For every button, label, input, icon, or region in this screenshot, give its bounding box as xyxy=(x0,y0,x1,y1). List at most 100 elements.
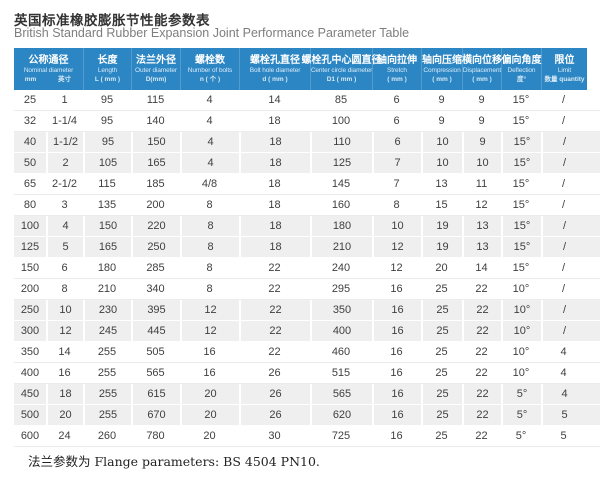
table-cell: / xyxy=(541,153,600,174)
table-cell: 245 xyxy=(83,321,131,342)
table-cell: 16 xyxy=(390,430,403,442)
table-cell: 4 xyxy=(206,115,213,127)
table-cell: 25 xyxy=(435,367,448,379)
table-body: 25 1 95 115 4 14 85 6 9 9 15°/32 1-1/4 95 140 4 18 100 6 9… xyxy=(14,90,600,447)
table-cell: 8 xyxy=(180,216,239,237)
table-row: 200 8 210 340 8 22 295 16 25 22 10° / xyxy=(14,279,600,300)
column-header-en: Bolt hole diameter xyxy=(249,67,301,74)
table-cell: 14 xyxy=(58,346,71,358)
subheader-mm: mm xyxy=(24,76,37,83)
table-cell: 600 xyxy=(20,430,40,442)
column-header-en: Displacement xyxy=(462,67,502,74)
table-cell: / xyxy=(541,237,600,258)
table-cell: / xyxy=(561,115,566,127)
table-row: 65 2-1/2 115 185 4/8 18 145 7 13 11 15° / xyxy=(14,174,600,195)
table-row: 25 1 95 115 4 14 85 6 9 9 15° / xyxy=(14,90,600,111)
table-cell: / xyxy=(561,178,566,190)
column-header-zh: 偏向角度 xyxy=(501,55,542,66)
table-cell: 15° xyxy=(512,94,530,106)
table-cell: 2 xyxy=(46,153,83,174)
page-title-en: British Standard Rubber Expansion Joint … xyxy=(14,26,410,40)
table-cell: / xyxy=(561,199,566,211)
column-header: 公称通径 Nominal diameter mm 英寸 xyxy=(14,48,83,90)
table-cell: 18 xyxy=(46,384,83,405)
table-cell: 3 xyxy=(61,199,68,211)
table-cell: 16 xyxy=(372,405,421,426)
table-cell: 26 xyxy=(268,367,281,379)
table-cell: 5° xyxy=(501,384,541,405)
column-header-unit: 度° xyxy=(516,76,527,83)
table-cell: 230 xyxy=(83,300,131,321)
table-cell: 8 xyxy=(206,262,213,274)
table-cell: 18 xyxy=(239,216,310,237)
table-cell: 25 xyxy=(421,300,462,321)
table-cell: 6 xyxy=(372,132,421,153)
table-cell: 65 xyxy=(23,178,37,190)
column-header-zh: 公称通径 xyxy=(28,55,69,66)
table-cell: 340 xyxy=(146,283,165,295)
column-header: 横向位移 Displacement ( mm ) xyxy=(462,48,502,90)
table-cell: 500 xyxy=(14,405,46,426)
table-cell: 4 xyxy=(560,346,567,358)
table-cell: 5° xyxy=(515,430,527,442)
table-cell: 16 xyxy=(390,346,403,358)
table-cell: 150 xyxy=(131,132,180,153)
table-cell: 160 xyxy=(331,199,351,211)
table-cell: 18 xyxy=(239,237,310,258)
table-cell: 10 xyxy=(46,300,83,321)
table-cell: 16 xyxy=(372,321,421,342)
table-cell: 50 xyxy=(14,153,46,174)
table-cell: 255 xyxy=(97,346,117,358)
table-cell: 7 xyxy=(372,153,421,174)
table-cell: 18 xyxy=(268,178,281,190)
table-cell: 10 xyxy=(372,216,421,237)
column-header: 螺栓孔中心圆直径 Center circle diameter D1 ( mm ) xyxy=(302,48,382,90)
table-cell: 22 xyxy=(239,300,310,321)
table-cell: 15 xyxy=(435,199,448,211)
table-cell: 15° xyxy=(512,115,530,127)
table-cell: 12 xyxy=(46,321,83,342)
table-cell: 13 xyxy=(435,178,448,190)
table-cell: 110 xyxy=(310,132,372,153)
table-cell: 22 xyxy=(475,283,488,295)
column-header-en: Center circle diameter xyxy=(310,67,373,74)
table-row: 150 6 180 285 8 22 240 12 20 14 15° / xyxy=(14,258,600,279)
table-cell: 22 xyxy=(239,321,310,342)
column-header-en: Outer diameter xyxy=(135,67,177,74)
column-header-unit: ( mm ) xyxy=(387,76,407,83)
table-cell: 135 xyxy=(97,199,117,211)
table-cell: 16 xyxy=(203,367,216,379)
table-cell: 255 xyxy=(97,367,117,379)
table-cell: 4 xyxy=(560,367,567,379)
table-cell: 10° xyxy=(512,283,530,295)
table-cell: 4 xyxy=(206,94,213,106)
column-header-unit: n ( 个 ) xyxy=(199,76,221,83)
column-header: 长度 Length L ( mm ) xyxy=(83,48,131,90)
column-header: 螺栓数 Number of bolts n ( 个 ) xyxy=(180,48,239,90)
table-cell: 25 xyxy=(435,346,448,358)
table-cell: 4 xyxy=(46,216,83,237)
table-cell: 260 xyxy=(97,430,117,442)
table-cell: 10 xyxy=(421,132,462,153)
table-cell: 22 xyxy=(475,346,488,358)
table-cell: 15° xyxy=(512,199,530,211)
table-cell: 40 xyxy=(14,132,46,153)
table-cell: 32 xyxy=(23,115,37,127)
column-header-en: Length xyxy=(97,67,118,74)
table-cell: 15° xyxy=(512,178,530,190)
table-cell: 10° xyxy=(512,367,530,379)
table-cell: 10 xyxy=(462,153,501,174)
table-cell: 12 xyxy=(475,199,488,211)
table-cell: 25 xyxy=(435,430,448,442)
table-cell: 5 xyxy=(541,405,600,426)
table-cell: 12 xyxy=(180,300,239,321)
table-cell: 250 xyxy=(14,300,46,321)
table-cell: 8 xyxy=(206,199,213,211)
table-cell: 22 xyxy=(268,346,281,358)
table-cell: 85 xyxy=(334,94,348,106)
table-cell: 10° xyxy=(512,346,530,358)
table-cell: 9 xyxy=(438,115,445,127)
table-cell: 25 xyxy=(435,283,448,295)
table-cell: 180 xyxy=(97,262,117,274)
